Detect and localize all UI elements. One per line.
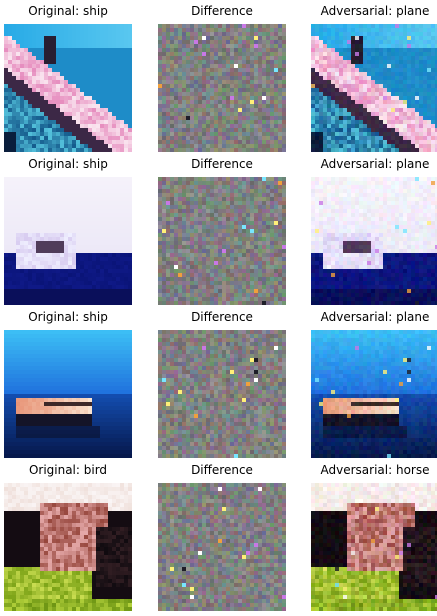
original-image-4 (4, 483, 132, 611)
adversarial-image-1 (311, 24, 437, 152)
difference-image-1 (158, 24, 286, 152)
original-image-3 (4, 330, 132, 458)
adversarial-image-2 (311, 177, 437, 305)
pixel-image (311, 177, 437, 305)
noise-pattern (158, 483, 286, 611)
difference-title-3: Difference (138, 310, 306, 324)
pixel-image (4, 483, 132, 611)
difference-title-4: Difference (138, 463, 306, 477)
original-title-1: Original: ship (0, 4, 152, 18)
difference-title-1: Difference (138, 4, 306, 18)
difference-title-2: Difference (138, 157, 306, 171)
adversarial-title-2: Adversarial: plane (291, 157, 437, 171)
adversarial-title-4: Adversarial: horse (291, 463, 437, 477)
original-image-2 (4, 177, 132, 305)
adversarial-image-4 (311, 483, 437, 611)
difference-image-2 (158, 177, 286, 305)
pixel-image (311, 24, 437, 152)
noise-pattern (158, 177, 286, 305)
original-image-1 (4, 24, 132, 152)
difference-image-3 (158, 330, 286, 458)
adversarial-title-3: Adversarial: plane (291, 310, 437, 324)
noise-pattern (158, 24, 286, 152)
difference-image-4 (158, 483, 286, 611)
pixel-image (311, 330, 437, 458)
pixel-image (4, 24, 132, 152)
pixel-image (311, 483, 437, 611)
original-title-3: Original: ship (0, 310, 152, 324)
pixel-image (4, 177, 132, 305)
original-title-2: Original: ship (0, 157, 152, 171)
adversarial-title-1: Adversarial: plane (291, 4, 437, 18)
pixel-image (4, 330, 132, 458)
original-title-4: Original: bird (0, 463, 152, 477)
noise-pattern (158, 330, 286, 458)
adversarial-image-3 (311, 330, 437, 458)
